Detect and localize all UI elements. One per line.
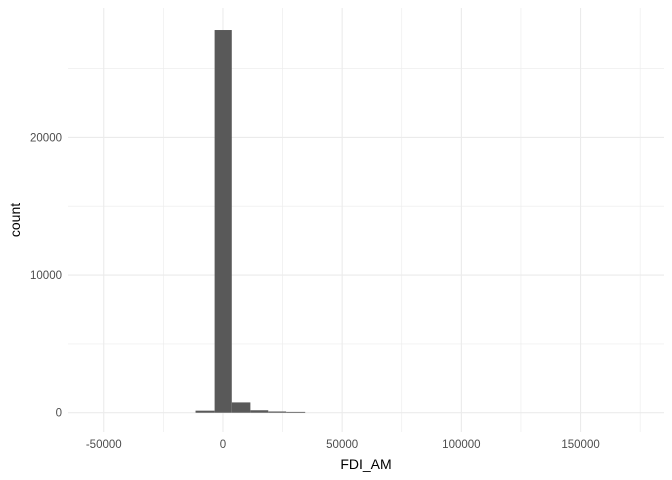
histogram-bar (231, 402, 251, 413)
x-axis-tick-labels: -50000 0 50000 100000 150000 (86, 439, 600, 451)
histogram-bars (195, 30, 306, 413)
grid-lines (68, 8, 664, 432)
x-tick-label: 100000 (442, 439, 480, 451)
histogram-bar (195, 410, 215, 413)
histogram-bar (268, 411, 287, 413)
y-tick-label: 0 (56, 408, 62, 420)
histogram-bar (286, 411, 306, 413)
x-tick-label: -50000 (86, 439, 122, 451)
y-tick-label: 10000 (30, 270, 62, 282)
x-tick-label: 50000 (326, 439, 358, 451)
x-tick-label: 0 (220, 439, 226, 451)
histogram-bar (250, 410, 269, 413)
x-tick-label: 150000 (561, 439, 599, 451)
y-tick-label: 20000 (30, 132, 62, 144)
y-axis-tick-labels: 0 10000 20000 (30, 132, 62, 419)
histogram-bar (214, 30, 232, 413)
y-axis-title: count (7, 203, 23, 237)
x-axis-title: FDI_AM (340, 456, 391, 472)
